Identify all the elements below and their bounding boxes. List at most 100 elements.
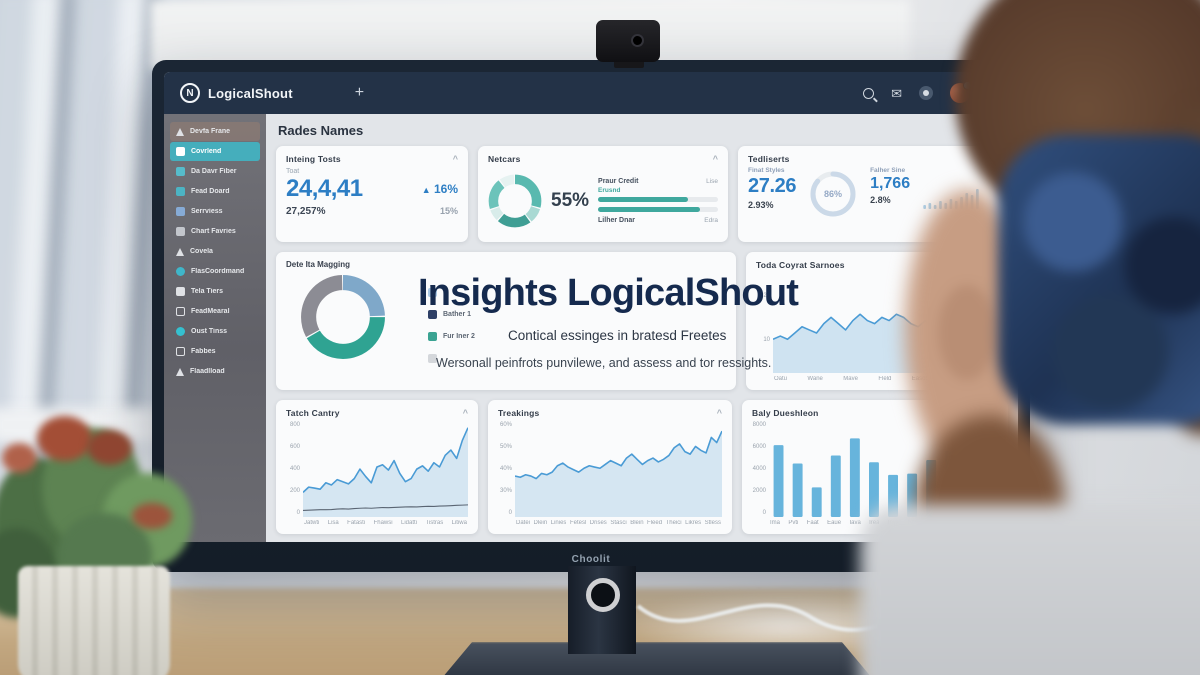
legend-item: [428, 288, 475, 297]
sidebar-item[interactable]: Devfa Frane: [170, 122, 260, 141]
sidebar-item-label: Chart Favries: [191, 228, 236, 235]
stat-sub: 2.93%: [748, 200, 774, 210]
person-ear: [938, 285, 996, 380]
monitor-brand-label: Choolit: [571, 554, 611, 565]
x-tick-label: Fatasti: [347, 520, 366, 526]
y-tick-label: 600: [289, 444, 300, 450]
person: [860, 0, 1200, 675]
x-tick-label: Faat: [806, 520, 819, 526]
person-headband: [998, 135, 1200, 425]
x-tick-label: Stasci: [610, 520, 627, 526]
grid-icon: [176, 227, 185, 236]
sidebar-item-label: Covrlend: [191, 148, 222, 155]
kpi-delta: ▲ 16%: [421, 182, 458, 196]
legend-label: Fur Iner 2: [443, 333, 475, 340]
sidebar-item-label: Oust Tinss: [191, 328, 228, 335]
legend-swatch: [428, 332, 437, 341]
card-title: Baly Dueshleon: [752, 408, 819, 418]
meters-card: Netcars ^ 55% Praur Credit Lise: [478, 146, 728, 242]
y-axis: 8000 6000 4000 2000 0: [752, 421, 769, 526]
x-tick-label: Mave: [843, 376, 858, 382]
stat-label: Falher Sine: [870, 167, 906, 174]
card-title: Inteing Tosts: [286, 154, 341, 164]
chevron-up-icon[interactable]: ^: [452, 153, 458, 164]
sidebar-item[interactable]: Serrviess: [170, 202, 260, 221]
sidebar-item[interactable]: Chart Favries: [170, 222, 260, 241]
kpi-secondary-delta: 15%: [439, 206, 458, 216]
meter-series-label: Erusnd: [598, 186, 621, 194]
legend-swatch: [428, 310, 437, 319]
sidebar-item[interactable]: Covela: [170, 242, 260, 261]
monitor-stand-neck: [568, 566, 636, 654]
stat-value: 27.26: [748, 175, 797, 197]
x-tick-label: Drises: [589, 520, 607, 526]
monitor: N LogicalShout + ✉ ··· Devfa Frane Covrle…: [152, 20, 1030, 572]
x-tick-label: Eaue: [827, 520, 842, 526]
settings-badge-icon[interactable]: [919, 86, 933, 100]
dashboard-icon: [176, 147, 185, 156]
sidebar-item[interactable]: FeadMearal: [170, 302, 260, 321]
sidebar-item[interactable]: Fead Doard: [170, 182, 260, 201]
square-icon: [176, 307, 185, 316]
stat-label: Finat Styles: [748, 167, 785, 174]
legend-swatch: [428, 354, 437, 363]
x-tick-label: Linies: [550, 520, 567, 526]
y-tick-label: 200: [289, 488, 300, 494]
legend-item: [428, 354, 475, 363]
x-tick-label: Theici: [665, 520, 682, 526]
card-title: Tatch Cantry: [286, 408, 340, 418]
sidebar-item[interactable]: Flaadlload: [170, 362, 260, 381]
x-tick-label: Dlein: [533, 520, 548, 526]
hero-card: Dete Ita Magging Bather 1 Fur Iner 2: [276, 252, 736, 390]
sidebar-item[interactable]: Covrlend: [170, 142, 260, 161]
search-icon[interactable]: [863, 87, 875, 99]
legend-item: Fur Iner 2: [428, 332, 475, 341]
mail-icon[interactable]: ✉: [891, 85, 902, 101]
sidebar-item[interactable]: Oust Tinss: [170, 322, 260, 341]
card-title: Toda Coyrat Sarnoes: [756, 260, 845, 270]
x-axis: Datei Dlein Linies Fetesl Drises Stasci Blein F…: [515, 517, 722, 526]
lock-icon: [176, 287, 185, 296]
x-tick-label: Lidatti: [401, 520, 418, 526]
chevron-up-icon[interactable]: ^: [712, 153, 718, 164]
sidebar-item[interactable]: Da Davr Fiber: [170, 162, 260, 181]
sidebar-item[interactable]: FlasCoordmand: [170, 262, 260, 281]
card-title: Treakings: [498, 408, 540, 418]
sidebar-item[interactable]: Tela Tiers: [170, 282, 260, 301]
y-tick-label: 400: [289, 466, 300, 472]
x-tick-label: Blein: [630, 520, 644, 526]
logo-icon[interactable]: N: [180, 83, 200, 103]
x-tick-label: Stless: [704, 520, 721, 526]
sidebar-item-label: Covela: [190, 248, 213, 255]
x-tick-label: Iava: [849, 520, 861, 526]
chart-icon: [176, 187, 185, 196]
page-title: Rades Names: [278, 123, 364, 138]
hero-subtitle: Contical essinges in bratesd Freetes: [508, 328, 727, 343]
gauge-chart: 86%: [808, 169, 858, 219]
new-tab-button[interactable]: +: [354, 84, 365, 101]
sidebar-item-label: Fabbes: [191, 348, 216, 355]
x-tick-label: Ima: [770, 520, 781, 526]
hero-subtitle: Wersonall peinfrots punvilewe, and asses…: [436, 356, 772, 370]
legend-label: Bather 1: [443, 311, 472, 318]
sidebar-item-label: Fead Doard: [191, 188, 230, 195]
bell-icon: [176, 127, 184, 136]
kpi-secondary-value: 27,257%: [286, 206, 326, 217]
kpi-card: Inteing Tosts ^ Toat 24,4,41 ▲ 16% 27,25…: [276, 146, 468, 242]
pie-icon: [176, 267, 185, 276]
sidebar-item-label: Devfa Frane: [190, 128, 231, 135]
y-tick-label: 6000: [752, 444, 766, 450]
x-tick-label: Wane: [807, 376, 823, 382]
y-tick-label: 0: [762, 510, 766, 516]
y-tick-label: 4000: [752, 466, 766, 472]
x-axis: Jatwti Lisa Fatasti Fhawsi Lidatti Tistras Lit…: [303, 517, 468, 526]
main-content: Rades Names Inteing Tosts ^ Toat 24,4,41: [266, 114, 1018, 542]
layers-icon: [176, 167, 185, 176]
chevron-up-icon[interactable]: ^: [462, 407, 468, 418]
chevron-up-icon[interactable]: ^: [716, 407, 722, 418]
sidebar-item[interactable]: Fabbes: [170, 342, 260, 361]
meter-value: Edra: [704, 216, 718, 224]
card-title: Tedliserts: [748, 154, 790, 164]
y-tick-label: 60%: [499, 422, 512, 428]
plant: [0, 416, 232, 675]
